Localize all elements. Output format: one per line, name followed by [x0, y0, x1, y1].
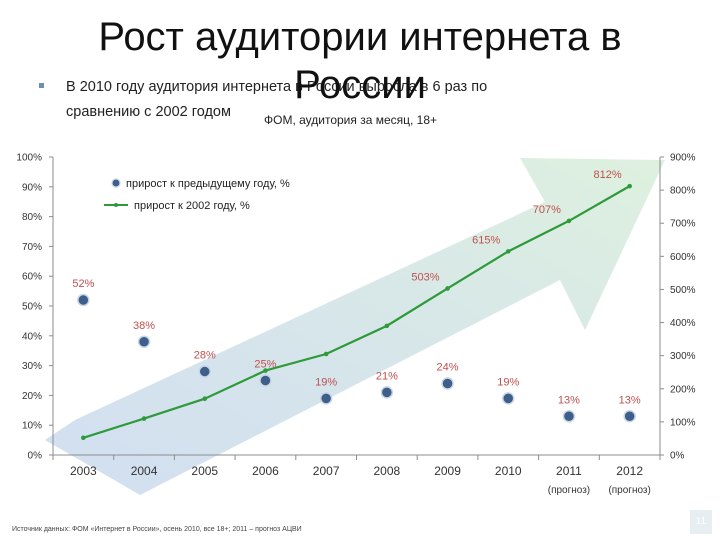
- x-tick-label: 2009: [434, 464, 461, 478]
- left-tick-label: 40%: [22, 331, 42, 342]
- cumulative-point: [627, 183, 632, 189]
- yearly-data-label: 19%: [315, 376, 337, 388]
- right-tick-label: 100%: [670, 417, 696, 428]
- right-tick-label: 400%: [670, 318, 696, 329]
- left-tick-label: 10%: [22, 421, 42, 432]
- legend-marker-cumulative-dot: [114, 203, 118, 207]
- yearly-growth-point: [259, 374, 272, 387]
- bullet-text-line-2: сравнению с 2002 годом: [66, 104, 231, 120]
- chart-legend: прирост к предыдущему году, % прирост к 2…: [104, 178, 290, 212]
- left-tick-label: 0%: [28, 451, 43, 462]
- slide-title-line-2: России: [294, 63, 426, 107]
- x-tick-sublabel: (прогноз): [608, 485, 650, 496]
- cumulative-data-label: 503%: [411, 271, 439, 283]
- x-axis-ticks: 2003 2004 2005 2006 2007 2008 2009 2010 2011 (про…: [52, 455, 661, 496]
- yearly-data-label: 21%: [376, 370, 398, 382]
- left-tick-label: 80%: [22, 212, 42, 223]
- left-tick-label: 20%: [22, 391, 42, 402]
- yearly-growth-point: [502, 392, 515, 405]
- cumulative-data-label: 812%: [594, 169, 622, 181]
- background-arrow: [45, 158, 665, 495]
- series-yearly: 52% 38% 28% 25% 19% 21% 24% 19% 13% 13%: [72, 278, 641, 423]
- cumulative-point: [445, 286, 450, 291]
- yearly-data-label: 24%: [437, 361, 459, 373]
- cumulative-data-label: 707%: [533, 204, 561, 216]
- yearly-data-label: 25%: [254, 359, 276, 371]
- yearly-growth-point: [562, 410, 576, 423]
- left-tick-label: 90%: [22, 182, 42, 193]
- right-tick-label: 200%: [670, 384, 696, 395]
- legend-label-cumulative: прирост к 2002 году, %: [134, 200, 250, 212]
- chart-subtitle: ФОМ, аудитория за месяц, 18+: [264, 113, 438, 127]
- yearly-growth-point: [623, 410, 636, 423]
- cumulative-point: [323, 351, 329, 357]
- x-tick-label: 2006: [252, 464, 279, 478]
- page-number: 11: [690, 510, 712, 534]
- bullet-text-line-1: В 2010 году аудитория интернета в России…: [66, 79, 488, 95]
- x-tick-label: 2004: [131, 464, 158, 478]
- left-tick-label: 70%: [22, 242, 42, 253]
- legend-marker-yearly: [111, 178, 121, 188]
- yearly-growth-point: [198, 365, 211, 378]
- right-tick-label: 300%: [670, 351, 696, 362]
- right-tick-label: 900%: [670, 153, 696, 164]
- cumulative-data-label: 615%: [472, 234, 500, 246]
- yearly-data-label: 13%: [619, 394, 641, 406]
- left-tick-label: 30%: [22, 361, 42, 372]
- yearly-data-label: 38%: [133, 320, 155, 332]
- right-tick-label: 700%: [670, 219, 696, 230]
- slide-title-line-1: Рост аудитории интернета в: [98, 15, 622, 59]
- right-axis-ticks: 0% 100% 200% 300% 400% 500% 600% 700% 800% 900%: [660, 153, 696, 462]
- cumulative-point: [263, 368, 268, 373]
- legend-label-yearly: прирост к предыдущему году, %: [126, 178, 290, 190]
- series-cumulative: 503% 615% 707% 812%: [81, 169, 632, 441]
- x-tick-sublabel: (прогноз): [548, 485, 590, 496]
- cumulative-point: [384, 323, 390, 329]
- right-tick-label: 800%: [670, 186, 696, 197]
- x-tick-label: 2010: [495, 464, 522, 478]
- x-tick-label: 2011: [556, 464, 582, 478]
- yearly-growth-point: [77, 293, 90, 307]
- left-tick-label: 100%: [16, 153, 42, 164]
- yearly-growth-point: [380, 386, 394, 399]
- yearly-data-label: 52%: [72, 278, 94, 290]
- cumulative-point: [566, 218, 572, 224]
- yearly-data-label: 13%: [558, 394, 580, 406]
- cumulative-point: [202, 396, 208, 402]
- x-tick-label: 2008: [373, 464, 400, 478]
- chart: 0% 10% 20% 30% 40% 50% 60% 70% 80% 90% 100% 0% 100%…: [16, 153, 696, 497]
- yearly-growth-point: [441, 377, 454, 390]
- bullet-icon: [39, 83, 44, 88]
- cumulative-growth-line: [83, 185, 631, 439]
- yearly-data-label: 19%: [497, 376, 519, 388]
- yearly-growth-point: [137, 335, 151, 349]
- right-tick-label: 600%: [670, 252, 696, 263]
- x-tick-label: 2005: [191, 464, 218, 478]
- left-axis-ticks: 0% 10% 20% 30% 40% 50% 60% 70% 80% 90% 100%: [16, 153, 53, 462]
- x-tick-label: 2007: [313, 464, 340, 478]
- left-tick-label: 60%: [22, 272, 42, 283]
- yearly-growth-point: [319, 392, 333, 405]
- x-tick-label: 2003: [70, 464, 97, 478]
- cumulative-point: [81, 435, 86, 441]
- x-tick-label: 2012: [616, 464, 643, 478]
- cumulative-point: [141, 416, 147, 421]
- left-tick-label: 50%: [22, 302, 42, 313]
- cumulative-point: [505, 249, 511, 254]
- right-tick-label: 500%: [670, 285, 696, 296]
- source-footnote: Источник данных: ФОМ «Интернет в России»…: [12, 526, 302, 533]
- right-tick-label: 0%: [670, 451, 685, 462]
- yearly-data-label: 28%: [194, 350, 216, 362]
